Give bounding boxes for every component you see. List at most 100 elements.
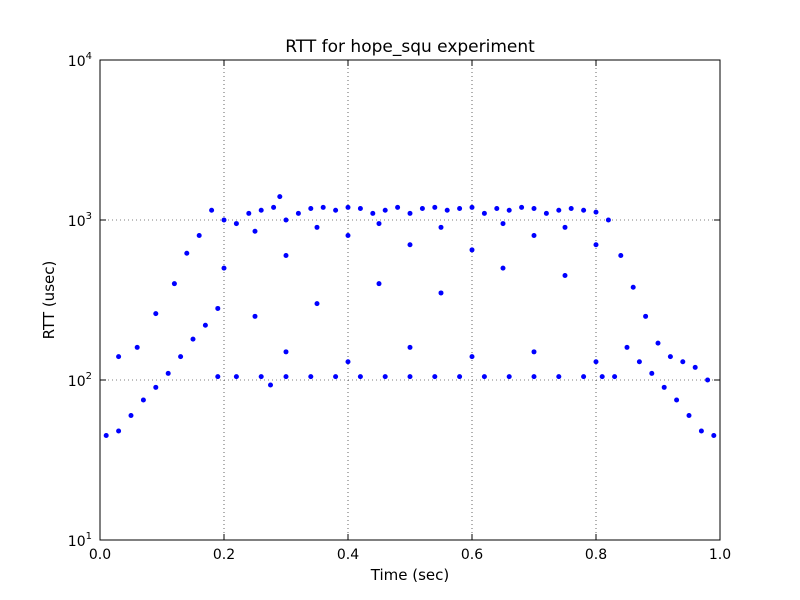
- data-point: [308, 205, 314, 211]
- data-point: [562, 272, 568, 278]
- data-point: [314, 224, 320, 230]
- data-point: [649, 370, 655, 376]
- data-point: [252, 313, 258, 319]
- y-tick-mantissa: 10: [68, 214, 86, 230]
- data-point: [165, 370, 171, 376]
- data-point: [333, 207, 339, 213]
- data-point: [469, 354, 475, 360]
- grid-lines: [100, 60, 720, 540]
- data-point: [190, 336, 196, 342]
- data-point: [233, 374, 239, 380]
- data-point: [407, 210, 413, 216]
- data-point: [711, 432, 717, 438]
- data-point: [153, 311, 159, 317]
- data-point: [457, 205, 463, 211]
- data-point: [271, 204, 277, 210]
- x-tick-label: 0.0: [89, 547, 111, 563]
- data-point: [376, 281, 382, 287]
- data-point: [407, 374, 413, 380]
- y-tick-label: 102: [68, 371, 92, 390]
- data-point: [438, 290, 444, 296]
- data-point: [277, 194, 283, 200]
- data-point: [314, 301, 320, 307]
- data-point: [432, 204, 438, 210]
- data-point: [581, 374, 587, 380]
- data-point: [655, 340, 661, 346]
- x-tick-label: 0.4: [337, 547, 359, 563]
- data-point: [599, 374, 605, 380]
- data-point: [593, 242, 599, 248]
- data-point: [494, 205, 500, 211]
- data-point: [605, 217, 611, 223]
- data-point: [209, 207, 215, 213]
- data-point: [432, 374, 438, 380]
- data-point: [116, 428, 122, 434]
- data-point: [612, 374, 618, 380]
- data-point: [531, 233, 537, 239]
- data-point: [568, 205, 574, 211]
- y-tick-exponent: 2: [86, 371, 92, 382]
- data-points: [103, 194, 717, 438]
- y-tick-exponent: 1: [86, 531, 92, 542]
- y-tick-exponent: 4: [86, 51, 92, 62]
- data-point: [140, 397, 146, 403]
- data-point: [481, 210, 487, 216]
- data-point: [357, 205, 363, 211]
- data-point: [283, 374, 289, 380]
- data-point: [171, 281, 177, 287]
- data-point: [593, 359, 599, 365]
- data-point: [215, 305, 221, 311]
- y-tick-label: 103: [68, 211, 92, 230]
- data-point: [519, 204, 525, 210]
- y-tick-exponent: 3: [86, 211, 92, 222]
- data-point: [618, 252, 624, 258]
- data-point: [258, 207, 264, 213]
- data-point: [258, 374, 264, 380]
- data-point: [469, 247, 475, 253]
- data-point: [221, 265, 227, 271]
- data-point: [252, 228, 258, 234]
- data-point: [661, 384, 667, 390]
- data-point: [345, 233, 351, 239]
- data-point: [407, 242, 413, 248]
- data-point: [116, 354, 122, 360]
- data-point: [444, 207, 450, 213]
- data-point: [643, 313, 649, 319]
- data-point: [457, 374, 463, 380]
- x-axis-label: Time (sec): [370, 566, 449, 584]
- data-point: [370, 210, 376, 216]
- data-point: [345, 204, 351, 210]
- x-tick-label: 0.6: [461, 547, 483, 563]
- data-point: [184, 250, 190, 256]
- data-point: [698, 428, 704, 434]
- data-point: [382, 207, 388, 213]
- data-point: [268, 382, 273, 388]
- y-axis-label: RTT (usec): [40, 261, 58, 340]
- data-point: [506, 207, 512, 213]
- data-point: [283, 349, 289, 355]
- data-point: [686, 412, 692, 418]
- data-point: [500, 265, 506, 271]
- data-point: [407, 344, 413, 350]
- data-point: [246, 210, 252, 216]
- data-point: [624, 344, 630, 350]
- data-point: [705, 377, 711, 383]
- y-tick-mantissa: 10: [68, 534, 86, 550]
- data-point: [593, 209, 599, 215]
- x-axis-ticks: 0.0 0.2 0.4 0.6 0.8 1.0: [89, 60, 731, 563]
- y-tick-mantissa: 10: [68, 54, 86, 70]
- x-tick-label: 0.8: [585, 547, 607, 563]
- data-point: [581, 207, 587, 213]
- data-point: [333, 374, 339, 380]
- data-point: [692, 364, 698, 370]
- plot-frame: [99, 59, 721, 541]
- data-point: [556, 374, 562, 380]
- data-point: [221, 217, 227, 223]
- data-point: [667, 354, 673, 360]
- data-point: [630, 284, 636, 290]
- data-point: [636, 359, 642, 365]
- data-point: [308, 374, 314, 380]
